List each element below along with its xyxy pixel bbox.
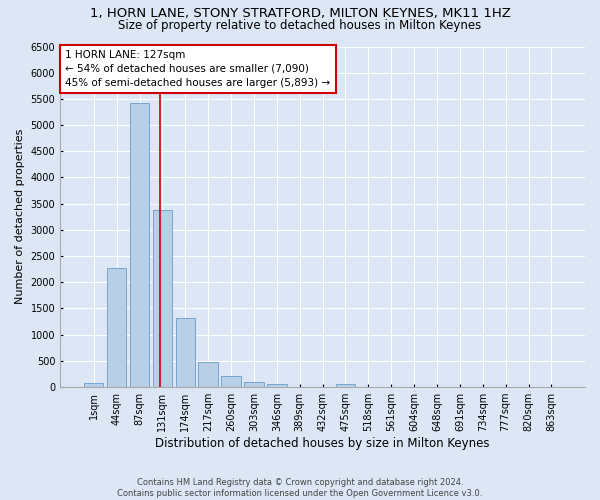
X-axis label: Distribution of detached houses by size in Milton Keynes: Distribution of detached houses by size … — [155, 437, 490, 450]
Text: Contains HM Land Registry data © Crown copyright and database right 2024.
Contai: Contains HM Land Registry data © Crown c… — [118, 478, 482, 498]
Y-axis label: Number of detached properties: Number of detached properties — [15, 129, 25, 304]
Text: Size of property relative to detached houses in Milton Keynes: Size of property relative to detached ho… — [118, 19, 482, 32]
Bar — [199, 362, 218, 387]
Bar — [244, 382, 263, 387]
Bar — [152, 210, 172, 387]
Bar — [84, 384, 103, 387]
Text: 1 HORN LANE: 127sqm
← 54% of detached houses are smaller (7,090)
45% of semi-det: 1 HORN LANE: 127sqm ← 54% of detached ho… — [65, 50, 331, 88]
Bar — [107, 268, 127, 387]
Bar — [176, 318, 195, 387]
Bar — [267, 384, 287, 387]
Bar — [130, 102, 149, 387]
Bar — [221, 376, 241, 387]
Text: 1, HORN LANE, STONY STRATFORD, MILTON KEYNES, MK11 1HZ: 1, HORN LANE, STONY STRATFORD, MILTON KE… — [89, 8, 511, 20]
Bar — [336, 384, 355, 387]
